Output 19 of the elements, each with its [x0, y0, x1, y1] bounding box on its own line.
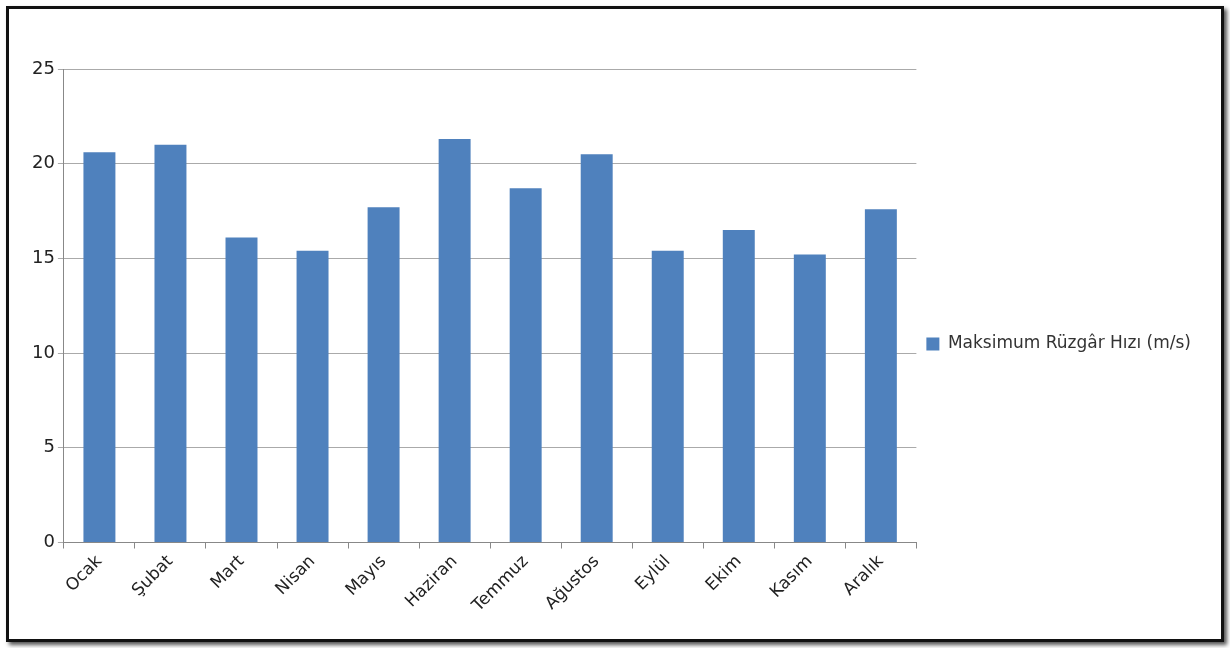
bar — [225, 237, 258, 543]
bar — [367, 207, 400, 543]
y-tick-label: 5 — [43, 435, 55, 457]
y-tick-label: 25 — [32, 56, 55, 78]
bar — [864, 209, 897, 543]
y-tick-label: 10 — [32, 340, 55, 362]
y-tick-label: 20 — [32, 151, 55, 173]
bar — [793, 254, 826, 543]
legend-label: Maksimum Rüzgâr Hızı (m/s) — [947, 332, 1191, 353]
bar — [154, 144, 187, 543]
bar — [580, 154, 613, 543]
bar — [83, 152, 116, 543]
bar — [651, 250, 684, 543]
y-tick-label: 15 — [32, 246, 55, 268]
bar — [509, 188, 542, 543]
y-tick-label: 0 — [43, 530, 55, 552]
bar — [438, 139, 471, 543]
bar — [722, 230, 755, 543]
bar — [296, 250, 329, 543]
